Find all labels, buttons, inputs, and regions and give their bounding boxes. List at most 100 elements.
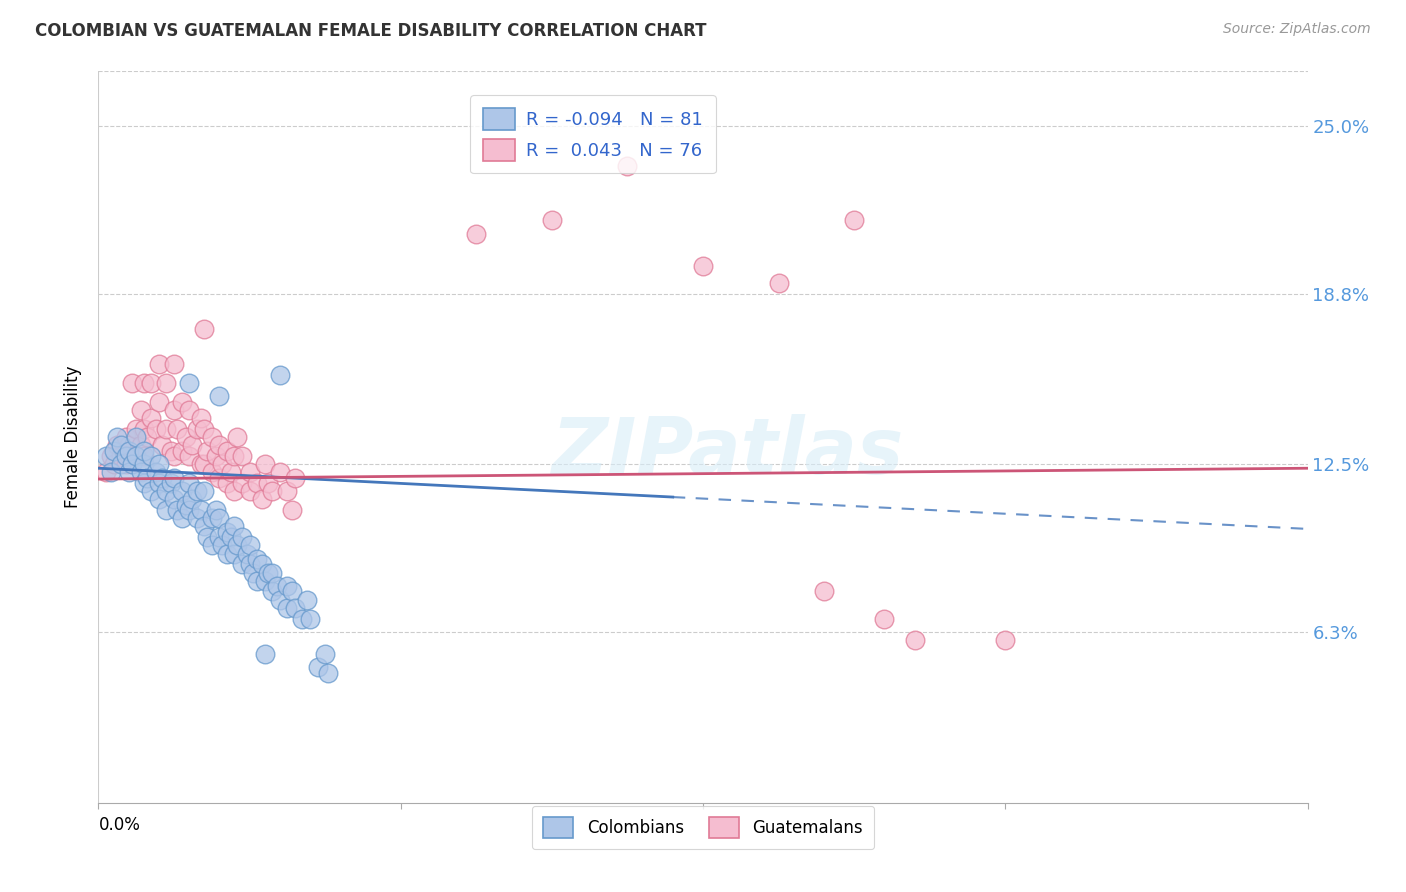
Point (253, 457, 276, 471)
Point (250, 558, 273, 572)
Point (170, 395, 193, 409)
Point (211, 538, 233, 552)
Point (129, 465, 152, 479)
Point (141, 449, 163, 463)
Point (125, 422, 148, 436)
Point (135, 471, 157, 485)
Point (193, 322, 215, 336)
Point (125, 449, 148, 463)
Point (540, 213, 562, 227)
Point (148, 492, 170, 507)
Point (179, 503, 201, 517)
Point (465, 227, 488, 241)
Point (208, 530, 231, 544)
Point (125, 449, 148, 463)
Point (135, 430, 157, 444)
Point (179, 376, 201, 390)
Point (231, 476, 253, 491)
Point (121, 376, 143, 390)
Point (692, 260, 714, 274)
Point (307, 660, 329, 674)
Point (215, 524, 238, 539)
Point (224, 519, 246, 533)
Point (181, 438, 204, 452)
Point (150, 471, 173, 485)
Point (160, 476, 183, 491)
Point (253, 647, 276, 661)
Point (208, 389, 231, 403)
Point (239, 558, 262, 572)
Point (103, 443, 125, 458)
Point (148, 476, 170, 491)
Point (190, 503, 212, 517)
Point (174, 430, 197, 444)
Point (231, 530, 253, 544)
Point (221, 530, 243, 544)
Point (163, 492, 186, 507)
Point (208, 438, 231, 452)
Point (291, 611, 314, 625)
Point (226, 430, 249, 444)
Point (253, 574, 276, 588)
Text: 0.0%: 0.0% (98, 816, 141, 834)
Point (129, 403, 152, 417)
Point (239, 538, 262, 552)
Point (170, 443, 193, 458)
Y-axis label: Female Disability: Female Disability (65, 366, 83, 508)
Point (193, 422, 215, 436)
Point (266, 579, 288, 593)
Point (150, 438, 173, 452)
Point (170, 511, 193, 525)
Point (215, 476, 238, 491)
Point (221, 465, 243, 479)
Point (284, 471, 307, 485)
Point (994, 633, 1017, 648)
Point (145, 465, 167, 479)
Point (195, 530, 218, 544)
Point (269, 592, 291, 607)
Point (235, 547, 257, 561)
Point (118, 449, 141, 463)
Point (163, 357, 186, 371)
Point (103, 457, 125, 471)
Point (276, 579, 298, 593)
Point (118, 465, 141, 479)
Point (141, 484, 163, 499)
Point (163, 471, 186, 485)
Point (100, 449, 122, 463)
Point (276, 484, 298, 499)
Point (114, 457, 136, 471)
Point (186, 511, 208, 525)
Point (195, 443, 218, 458)
Point (141, 411, 163, 425)
Point (281, 584, 304, 599)
Point (181, 492, 204, 507)
Point (105, 430, 128, 444)
Point (132, 476, 155, 491)
Point (132, 443, 155, 458)
Point (100, 465, 122, 479)
Point (179, 449, 201, 463)
Point (94, 449, 117, 463)
Point (246, 476, 269, 491)
Point (316, 665, 339, 680)
Point (166, 422, 188, 436)
Point (201, 511, 224, 525)
Point (262, 484, 284, 499)
Point (239, 484, 262, 499)
Text: COLOMBIAN VS GUATEMALAN FEMALE DISABILITY CORRELATION CHART: COLOMBIAN VS GUATEMALAN FEMALE DISABILIT… (35, 22, 707, 40)
Point (118, 443, 141, 458)
Point (205, 503, 228, 517)
Point (215, 443, 238, 458)
Point (262, 584, 284, 599)
Point (105, 438, 128, 452)
Point (295, 592, 318, 607)
Point (148, 395, 170, 409)
Point (179, 403, 201, 417)
Point (205, 449, 228, 463)
Point (155, 484, 177, 499)
Point (110, 449, 132, 463)
Point (284, 600, 307, 615)
Point (231, 558, 253, 572)
Point (246, 552, 269, 566)
